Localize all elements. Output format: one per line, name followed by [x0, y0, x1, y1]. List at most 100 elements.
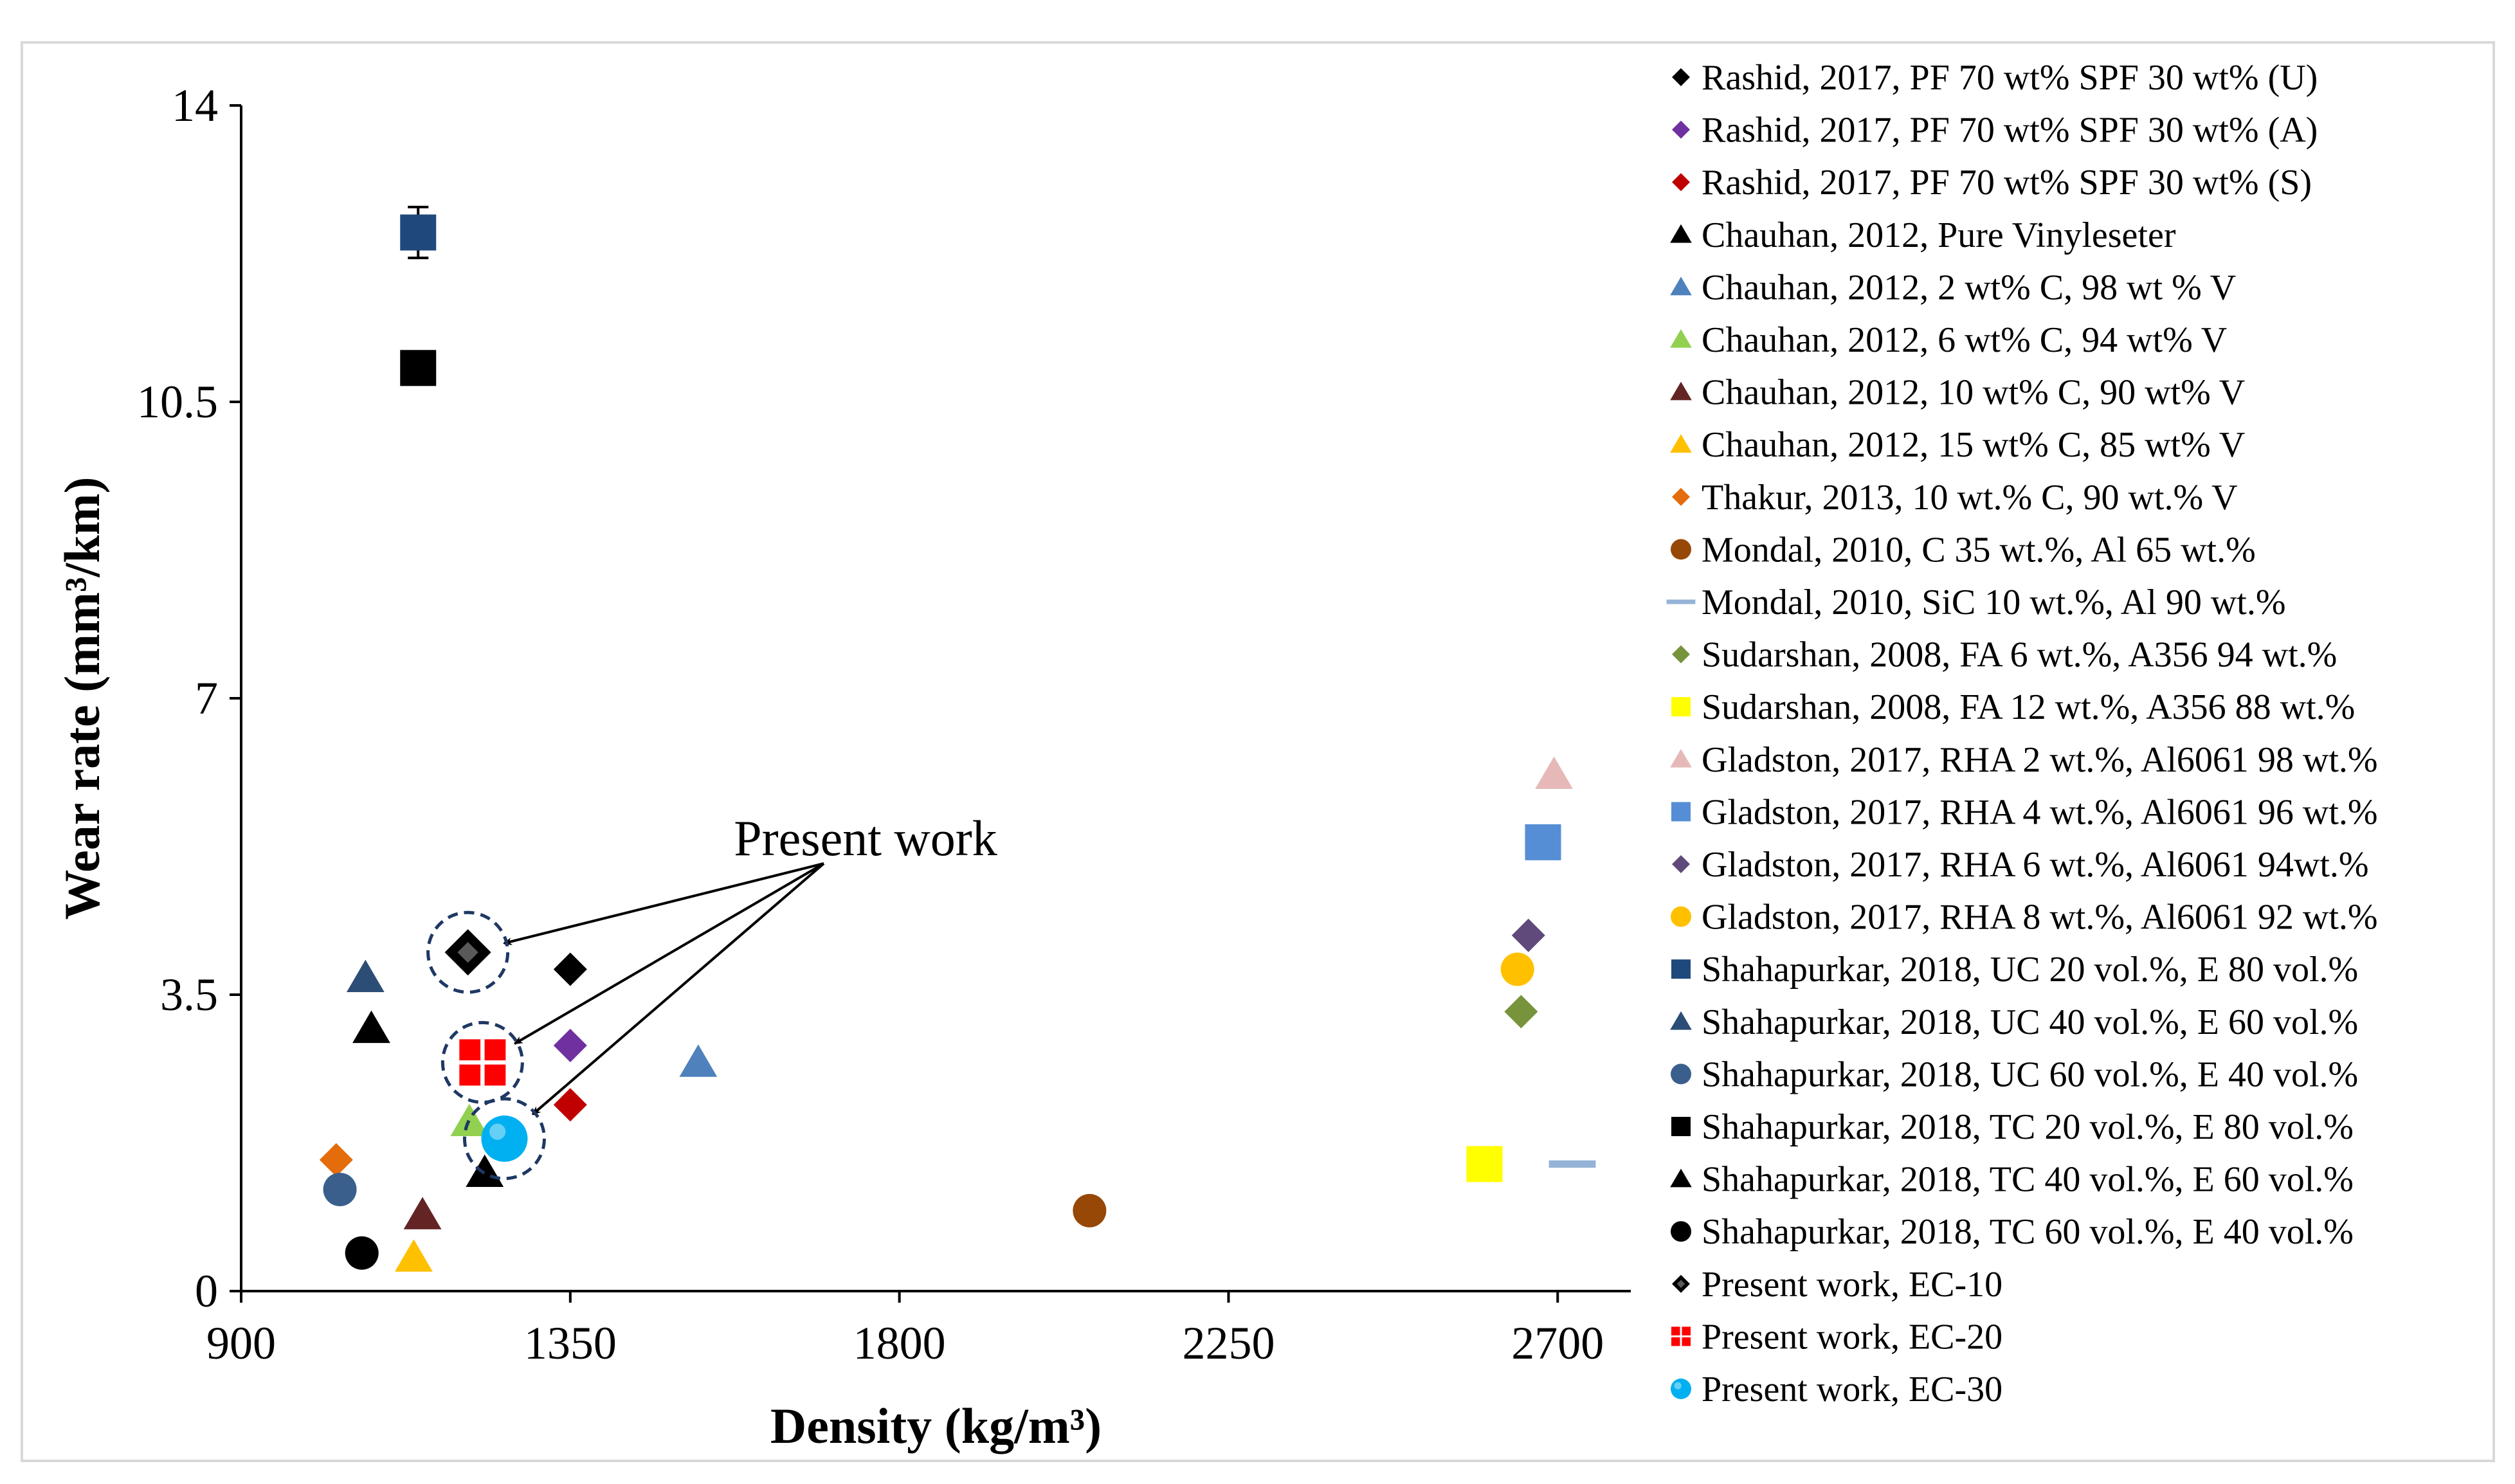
x-axis-title: Density (kg/m³) — [770, 1398, 1102, 1454]
highlight-ring — [462, 1097, 546, 1181]
point-present-work-ec-30 — [481, 1115, 528, 1162]
x-tick-label: 2250 — [1182, 1317, 1275, 1369]
legend-item: Gladston, 2017, RHA 4 wt.%, Al6061 96 wt… — [1671, 792, 2378, 832]
legend-label: Mondal, 2010, SiC 10 wt.%, Al 90 wt.% — [1702, 583, 2285, 622]
highlight-ring — [440, 1020, 524, 1104]
legend-marker-shahapurkar-2018-uc-40-vol-e-60-vol — [1670, 1011, 1692, 1030]
legend-item: Mondal, 2010, C 35 wt.%, Al 65 wt.% — [1671, 530, 2256, 570]
legend-item: Present work, EC-10 — [1672, 1265, 2002, 1305]
legend-item: Chauhan, 2012, 10 wt% C, 90 wt% V — [1670, 373, 2245, 413]
point-rashid-2017-pf-70-wt-spf-30-wt-a — [553, 1029, 587, 1063]
highlight-ring — [426, 910, 510, 994]
legend-item: Present work, EC-20 — [1671, 1317, 2002, 1357]
point-shahapurkar-2018-uc-40-vol-e-60-vol — [346, 959, 385, 993]
legend-marker-shahapurkar-2018-tc-20-vol-e-80-vol — [1671, 1117, 1691, 1136]
x-tick-label: 1350 — [524, 1317, 617, 1369]
legend-label: Rashid, 2017, PF 70 wt% SPF 30 wt% (A) — [1702, 111, 2318, 150]
legend-item: Chauhan, 2012, 6 wt% C, 94 wt% V — [1670, 320, 2227, 360]
legend-label: Gladston, 2017, RHA 4 wt.%, Al6061 96 wt… — [1702, 792, 2378, 832]
legend-label: Rashid, 2017, PF 70 wt% SPF 30 wt% (S) — [1702, 163, 2312, 203]
legend-item: Thakur, 2013, 10 wt.% C, 90 wt.% V — [1672, 478, 2238, 518]
legend-marker-chauhan-2012-15-wt-c-85-wt-v — [1670, 434, 1692, 453]
legend-item: Shahapurkar, 2018, UC 60 vol.%, E 40 vol… — [1671, 1054, 2358, 1094]
legend-label: Present work, EC-10 — [1702, 1265, 2002, 1305]
legend-label: Chauhan, 2012, 2 wt% C, 98 wt % V — [1702, 267, 2236, 307]
legend-label: Shahapurkar, 2018, UC 20 vol.%, E 80 vol… — [1702, 950, 2358, 990]
legend-item: Gladston, 2017, RHA 8 wt.%, Al6061 92 wt… — [1671, 898, 2378, 937]
legend-label: Sudarshan, 2008, FA 6 wt.%, A356 94 wt.% — [1702, 635, 2337, 675]
legend-label: Mondal, 2010, C 35 wt.%, Al 65 wt.% — [1702, 530, 2256, 570]
legend-item: Sudarshan, 2008, FA 6 wt.%, A356 94 wt.% — [1672, 635, 2337, 675]
legend-marker-gladston-2017-rha-4-wt-al6061-96-wt — [1671, 802, 1691, 822]
point-chauhan-2012-6-wt-c-94-wt-v — [450, 1103, 489, 1136]
legend-item: Shahapurkar, 2018, UC 20 vol.%, E 80 vol… — [1671, 950, 2358, 990]
annotation-arrow — [513, 862, 825, 1045]
legend-marker-sudarshan-2008-fa-6-wt-a356-94-wt — [1672, 645, 1690, 664]
legend-marker-gladston-2017-rha-8-wt-al6061-92-wt — [1671, 906, 1691, 927]
legend-item: Chauhan, 2012, 2 wt% C, 98 wt % V — [1670, 267, 2236, 307]
point-shahapurkar-2018-tc-20-vol-e-80-vol — [400, 350, 437, 386]
legend-label: Shahapurkar, 2018, UC 40 vol.%, E 60 vol… — [1702, 1002, 2358, 1042]
legend-marker-rashid-2017-pf-70-wt-spf-30-wt-s — [1672, 173, 1690, 192]
legend-marker-shahapurkar-2018-uc-20-vol-e-80-vol — [1671, 959, 1691, 979]
legend-marker-chauhan-2012-6-wt-c-94-wt-v — [1670, 329, 1692, 348]
axes — [230, 104, 1631, 1303]
legend-marker-present-work-ec-10 — [1672, 1274, 1690, 1293]
legend-label: Rashid, 2017, PF 70 wt% SPF 30 wt% (U) — [1702, 58, 2318, 98]
legend-label: Chauhan, 2012, 15 wt% C, 85 wt% V — [1702, 425, 2245, 465]
legend-marker-shahapurkar-2018-uc-60-vol-e-40-vol — [1671, 1063, 1691, 1085]
point-present-work-ec-20 — [459, 1039, 506, 1086]
legend-marker-gladston-2017-rha-2-wt-al6061-98-wt — [1670, 748, 1692, 768]
annotation-arrow — [502, 862, 824, 946]
legend-label: Shahapurkar, 2018, TC 60 vol.%, E 40 vol… — [1702, 1212, 2354, 1252]
legend-item: Gladston, 2017, RHA 6 wt.%, Al6061 94wt.… — [1672, 845, 2369, 885]
tick-labels: 900 1350 1800 2250 2700 0 3.5 7 10.5 14 — [137, 80, 1604, 1369]
point-thakur-2013-10-wt-c-90-wt-v — [319, 1143, 353, 1177]
point-sudarshan-2008-fa-6-wt-a356-94-wt — [1504, 995, 1538, 1029]
legend-marker-rashid-2017-pf-70-wt-spf-30-wt-a — [1672, 120, 1690, 139]
y-tick-label: 14 — [172, 80, 218, 131]
legend-item: Present work, EC-30 — [1671, 1370, 2002, 1409]
annotation-arrow — [531, 862, 825, 1116]
legend-item: Gladston, 2017, RHA 2 wt.%, Al6061 98 wt… — [1670, 740, 2378, 780]
legend-marker-present-work-ec-20 — [1671, 1326, 1691, 1346]
point-shahapurkar-2018-tc-60-vol-e-40-vol — [345, 1236, 379, 1270]
legend-label: Shahapurkar, 2018, UC 60 vol.%, E 40 vol… — [1702, 1054, 2358, 1094]
point-gladston-2017-rha-8-wt-al6061-92-wt — [1500, 952, 1534, 986]
legend-label: Gladston, 2017, RHA 6 wt.%, Al6061 94wt.… — [1702, 845, 2369, 885]
legend-item: Rashid, 2017, PF 70 wt% SPF 30 wt% (A) — [1672, 111, 2318, 150]
y-tick-label: 0 — [195, 1265, 218, 1317]
legend-marker-shahapurkar-2018-tc-60-vol-e-40-vol — [1671, 1221, 1691, 1242]
y-axis-title: Wear rate (mm³/km) — [54, 476, 110, 919]
x-tick-label: 1800 — [853, 1317, 946, 1369]
legend-label: Chauhan, 2012, 10 wt% C, 90 wt% V — [1702, 373, 2245, 413]
legend-label: Shahapurkar, 2018, TC 40 vol.%, E 60 vol… — [1702, 1160, 2354, 1200]
point-gladston-2017-rha-4-wt-al6061-96-wt — [1525, 824, 1561, 860]
legend-marker-shahapurkar-2018-tc-40-vol-e-60-vol — [1670, 1168, 1692, 1188]
legend-marker-chauhan-2012-pure-vinyleseter — [1670, 224, 1692, 243]
x-tick-label: 2700 — [1511, 1317, 1604, 1369]
chart-frame: 900 1350 1800 2250 2700 0 3.5 7 10.5 14 Density (… — [21, 41, 2495, 1462]
legend-marker-thakur-2013-10-wt-c-90-wt-v — [1672, 487, 1690, 506]
point-shahapurkar-2018-uc-60-vol-e-40-vol — [323, 1172, 357, 1206]
legend-label: Sudarshan, 2008, FA 12 wt.%, A356 88 wt.… — [1702, 687, 2355, 727]
point-sudarshan-2008-fa-12-wt-a356-88-wt — [1466, 1146, 1503, 1182]
legend: Rashid, 2017, PF 70 wt% SPF 30 wt% (U) Ra… — [1666, 58, 2378, 1409]
annotation-label: Present work — [734, 810, 997, 866]
legend-item: Rashid, 2017, PF 70 wt% SPF 30 wt% (S) — [1672, 163, 2312, 203]
point-rashid-2017-pf-70-wt-spf-30-wt-u — [553, 952, 587, 986]
y-tick-label: 7 — [195, 673, 218, 724]
point-chauhan-2012-15-wt-c-85-wt-v — [395, 1239, 433, 1272]
legend-marker-mondal-2010-sic-10-wt-al-90-wt — [1666, 599, 1696, 604]
legend-label: Chauhan, 2012, Pure Vinyleseter — [1702, 215, 2176, 255]
point-mondal-2010-sic-10-wt-al-90-wt — [1548, 1160, 1596, 1168]
legend-item: Sudarshan, 2008, FA 12 wt.%, A356 88 wt.… — [1671, 687, 2355, 727]
point-gladston-2017-rha-2-wt-al6061-98-wt — [1535, 756, 1573, 789]
legend-marker-gladston-2017-rha-6-wt-al6061-94wt — [1672, 855, 1690, 873]
legend-marker-sudarshan-2008-fa-12-wt-a356-88-wt — [1671, 697, 1691, 717]
legend-item: Shahapurkar, 2018, TC 20 vol.%, E 80 vol… — [1671, 1107, 2354, 1147]
legend-marker-present-work-ec-30 — [1671, 1379, 1691, 1399]
present-work-annotation: Present work — [502, 810, 997, 1116]
point-shahapurkar-2018-uc-20-vol-e-80-vol — [400, 214, 437, 251]
legend-item: Chauhan, 2012, 15 wt% C, 85 wt% V — [1670, 425, 2245, 465]
